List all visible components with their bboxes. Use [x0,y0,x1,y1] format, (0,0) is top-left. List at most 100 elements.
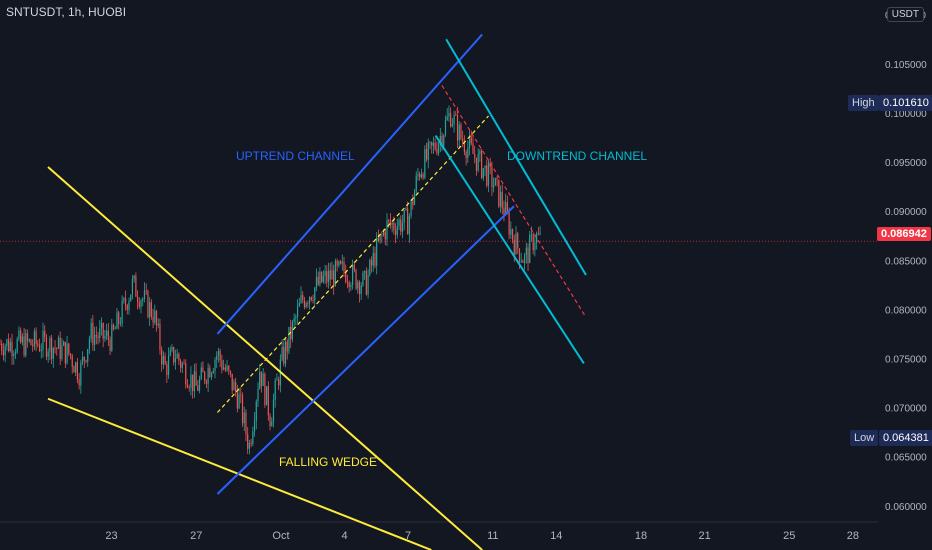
candle-body [403,210,405,224]
high-label: High [848,95,879,111]
x-tick-label: 4 [341,530,347,542]
candle-body [133,275,135,279]
x-tick-label: 23 [105,530,117,542]
candle-body [87,349,89,362]
wedge-upper-line [47,166,483,550]
candle-body [388,220,390,221]
candle-body [25,333,27,356]
candle-body [92,322,94,345]
candle-body [47,351,49,357]
candle-body [310,297,312,300]
candle-body [400,219,402,232]
candle-body [482,168,484,178]
candle-body [474,153,476,158]
candle-body [192,374,194,392]
candle-body [293,318,295,322]
y-tick-label: 0.105000 [885,60,927,71]
candle-body [181,363,183,368]
candle-body [85,360,87,362]
candle-body [97,336,99,339]
low-label: Low [850,430,879,446]
candle-body [288,326,290,352]
uptrend-channel-label: UPTREND CHANNEL [236,149,355,163]
candle-body [81,356,84,363]
x-tick-label: 27 [190,530,202,542]
uptrend-upper-line [216,33,483,335]
candle-body [462,138,464,142]
candle-body [336,261,338,266]
candle-body [49,338,51,352]
candle-body [102,323,104,339]
candle-body [90,322,92,340]
candle-body [353,264,355,270]
y-tick-label: 0.075000 [885,354,927,365]
candle-body [169,350,171,356]
x-tick-label: 7 [405,530,411,542]
candle-body [32,345,34,347]
candle-body [410,199,412,216]
candle-body [266,386,268,406]
candle-body [123,298,125,301]
candle-body [327,270,330,283]
x-tick-label: 11 [487,530,498,542]
currency-unit[interactable]: USDT [886,7,924,22]
candle-body [487,162,490,186]
candle-body [510,229,512,235]
candle-body [4,346,6,356]
candle-body [296,306,299,317]
candle-body [271,421,273,427]
candle-body [460,124,462,139]
y-tick-label: 0.060000 [885,502,927,513]
candle-body [69,353,72,357]
candle-body [186,384,189,388]
candle-body [405,208,407,211]
candle-body [176,353,178,359]
candle-body [470,137,472,144]
falling-wedge-label: FALLING WEDGE [279,455,378,469]
candle-body [393,222,395,230]
candle-body [217,350,220,356]
candle-body [118,312,120,324]
candle-body [364,271,366,273]
candle-body [71,356,73,367]
candle-body [427,142,429,160]
candle-body [505,202,507,215]
candle-body [248,442,250,449]
candle-body [284,341,287,364]
candle-body [236,391,238,409]
candle-body [475,157,478,171]
candle-body [398,219,400,227]
candle-body [303,299,306,308]
candle-body [95,334,97,337]
candle-body [205,381,207,384]
candle-body [267,386,269,416]
candle-body [223,367,225,370]
candle-body [314,287,316,301]
candle-body [305,302,307,308]
candle-body [415,175,417,192]
candle-body [362,272,364,286]
symbol-title[interactable]: SNTUSDT, 1h, HUOBI [6,5,127,19]
candle-body [9,342,11,352]
candle-body [54,347,56,349]
uptrend-median-line [216,115,489,413]
candle-body [513,239,515,255]
candle-body [214,359,216,371]
candle-body [161,349,163,365]
candle-body [463,141,465,153]
candle-body [100,323,103,329]
candle-body [355,269,357,289]
candle-body [111,324,113,351]
candle-body [40,350,42,351]
high-value: 0.101610 [879,95,932,111]
candle-body [283,347,285,364]
candle-body [147,291,149,318]
candle-body [317,276,319,285]
y-tick-label: 0.090000 [885,207,927,218]
candle-body [357,282,359,289]
candle-body [532,234,534,251]
candle-body [522,261,524,263]
candle-body [28,339,30,341]
candle-body [274,380,276,400]
